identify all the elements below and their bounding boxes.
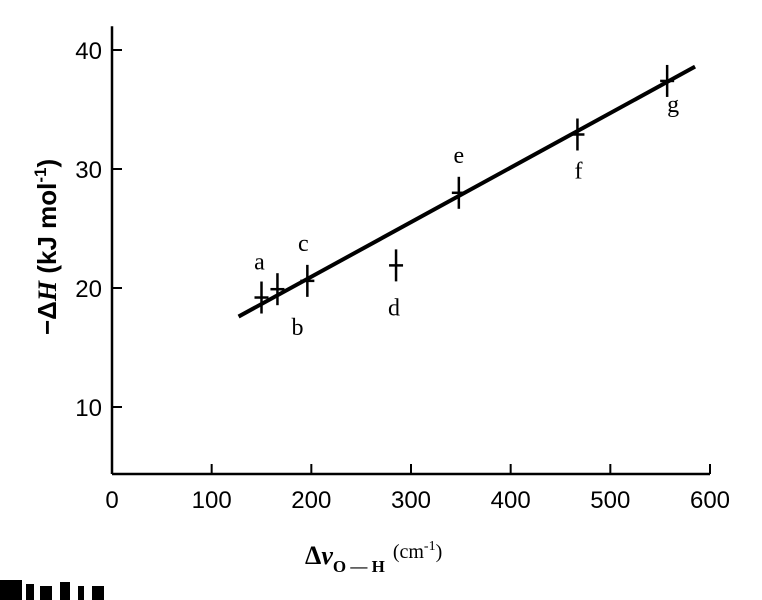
caption-fragment-mark bbox=[40, 586, 52, 600]
data-point-d: d bbox=[388, 249, 404, 321]
x-tick-label: 500 bbox=[590, 487, 630, 514]
fit-line-group bbox=[237, 64, 697, 319]
data-point-e: e bbox=[451, 143, 466, 209]
data-point-a: a bbox=[254, 250, 269, 314]
data-point-b: b bbox=[270, 273, 303, 341]
caption-fragment-mark bbox=[26, 584, 34, 600]
x-tick-label: 100 bbox=[192, 487, 232, 514]
y-tick-label: 10 bbox=[75, 395, 102, 422]
x-tick-label: 200 bbox=[291, 487, 331, 514]
point-label: g bbox=[667, 92, 679, 118]
x-tick-label: 300 bbox=[391, 487, 431, 514]
x-axis-ticks: 0 100 200 300 400 500 600 bbox=[105, 464, 730, 514]
data-point-c: c bbox=[298, 231, 315, 297]
caption-fragment-mark bbox=[60, 582, 70, 600]
y-tick-label: 40 bbox=[75, 38, 102, 65]
axes bbox=[110, 26, 710, 476]
point-label: a bbox=[254, 250, 265, 276]
point-label: c bbox=[298, 231, 309, 257]
x-tick-label: 400 bbox=[491, 487, 531, 514]
data-point-f: f bbox=[570, 118, 585, 184]
y-tick-label: 20 bbox=[75, 276, 102, 303]
point-label: e bbox=[454, 143, 465, 169]
point-label: f bbox=[574, 158, 582, 184]
caption-fragment-mark bbox=[0, 580, 22, 600]
y-axis-ticks: 10 20 30 40 bbox=[75, 38, 122, 422]
data-points: a b c d e f g bbox=[254, 64, 679, 341]
caption-fragment-mark bbox=[78, 586, 84, 600]
y-axis-label: −ΔH (kJ mol-1) bbox=[31, 159, 62, 335]
fit-line bbox=[237, 64, 697, 319]
x-axis-label: ΔνO — H(cm-1) bbox=[305, 539, 442, 576]
caption-fragment-mark bbox=[92, 586, 104, 600]
cropped-caption-fragment bbox=[0, 580, 104, 600]
x-tick-label: 0 bbox=[105, 487, 118, 514]
point-label: d bbox=[388, 295, 400, 321]
data-point-g: g bbox=[660, 64, 679, 118]
y-tick-label: 30 bbox=[75, 157, 102, 184]
x-tick-label: 600 bbox=[690, 487, 730, 514]
point-label: b bbox=[291, 315, 303, 341]
